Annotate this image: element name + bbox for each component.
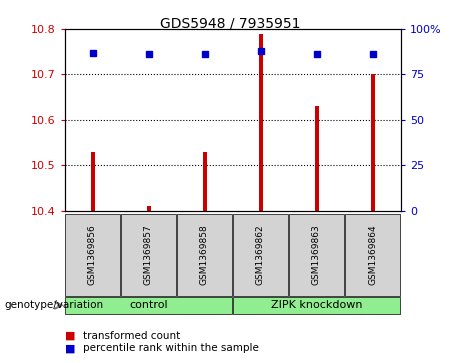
Text: GDS5948 / 7935951: GDS5948 / 7935951 [160, 16, 301, 30]
Text: ZIPK knockdown: ZIPK knockdown [271, 300, 362, 310]
Text: transformed count: transformed count [83, 331, 180, 341]
Text: GSM1369858: GSM1369858 [200, 225, 209, 285]
Text: GSM1369862: GSM1369862 [256, 225, 265, 285]
Text: GSM1369857: GSM1369857 [144, 225, 153, 285]
Text: GSM1369856: GSM1369856 [88, 225, 97, 285]
Bar [315, 106, 319, 211]
Bar [371, 74, 375, 211]
Text: GSM1369863: GSM1369863 [312, 225, 321, 285]
Bar [259, 34, 263, 211]
Bar [203, 152, 207, 211]
Text: genotype/variation: genotype/variation [5, 300, 104, 310]
Text: percentile rank within the sample: percentile rank within the sample [83, 343, 259, 354]
Text: control: control [129, 300, 167, 310]
Text: ■: ■ [65, 343, 75, 354]
Text: GSM1369864: GSM1369864 [368, 225, 377, 285]
Bar [147, 206, 151, 211]
Text: ■: ■ [65, 331, 75, 341]
Bar [91, 152, 95, 211]
